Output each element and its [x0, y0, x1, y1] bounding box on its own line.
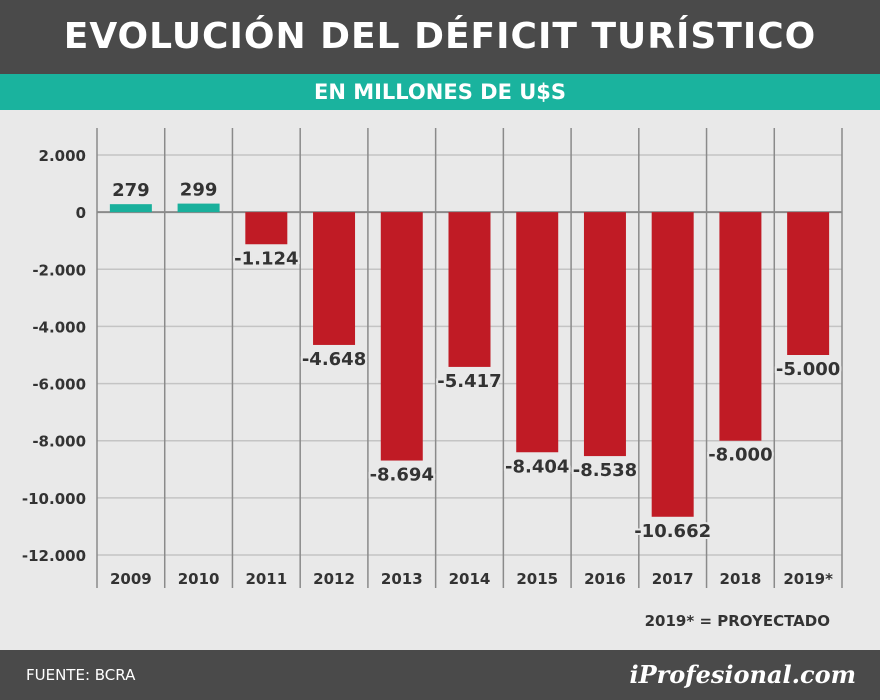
y-tick-label: 2.000 — [39, 147, 86, 165]
y-tick-label: -12.000 — [22, 547, 86, 565]
bar — [245, 212, 288, 245]
chart-subtitle: EN MILLONES DE U$S — [313, 80, 567, 104]
bar — [313, 212, 356, 345]
x-tick-label: 2018 — [720, 570, 762, 588]
source-label: FUENTE: BCRA — [26, 666, 136, 684]
bar-chart: 2.000 0 -2.000 -4.000 -6.000 -8.000 -10.000 -12… — [22, 128, 843, 588]
bar — [380, 212, 423, 461]
brand-logo: iProfesional.com — [629, 660, 856, 689]
x-tick-label: 2017 — [652, 570, 694, 588]
subtitle-bar — [0, 74, 880, 110]
y-tick-label: -6.000 — [32, 376, 86, 394]
footer-bar — [0, 650, 880, 700]
bar — [787, 212, 830, 355]
y-tick-label: -4.000 — [32, 318, 86, 336]
bar — [583, 212, 626, 457]
value-label: -5.417 — [437, 371, 501, 392]
bar — [719, 212, 762, 441]
value-label: -8.000 — [708, 445, 772, 466]
x-tick-label: 2015 — [516, 570, 558, 588]
value-label: -8.694 — [370, 465, 434, 486]
x-tick-label: 2011 — [245, 570, 287, 588]
x-tick-label: 2014 — [449, 570, 491, 588]
value-label: -8.538 — [573, 460, 637, 481]
y-tick-label: -8.000 — [32, 433, 86, 451]
bar — [177, 203, 220, 213]
bar — [109, 204, 152, 213]
value-label: -4.648 — [302, 349, 366, 370]
chart-title: EVOLUCIÓN DEL DÉFICIT TURÍSTICO — [63, 16, 817, 57]
bar — [516, 212, 559, 453]
y-tick-label: 0 — [76, 204, 86, 222]
value-label: -1.124 — [234, 248, 298, 269]
title-bar — [0, 0, 880, 74]
x-tick-label: 2009 — [110, 570, 152, 588]
value-label: -5.000 — [776, 359, 840, 380]
x-tick-label: 2016 — [584, 570, 626, 588]
bar — [651, 212, 694, 517]
value-label: 299 — [180, 180, 218, 201]
x-tick-label: 2013 — [381, 570, 423, 588]
bar — [448, 212, 491, 367]
value-label: -10.662 — [634, 521, 711, 542]
x-tick-label: 2019* — [783, 570, 833, 588]
y-tick-label: -10.000 — [22, 490, 86, 508]
value-label: -8.404 — [505, 456, 569, 477]
value-label: 279 — [112, 180, 150, 201]
x-tick-label: 2010 — [178, 570, 220, 588]
plot-area: 2.000 0 -2.000 -4.000 -6.000 -8.000 -10.000 -12… — [0, 110, 880, 650]
y-tick-label: -2.000 — [32, 261, 86, 279]
x-tick-label: 2012 — [313, 570, 355, 588]
projection-note: 2019* = PROYECTADO — [644, 612, 830, 630]
